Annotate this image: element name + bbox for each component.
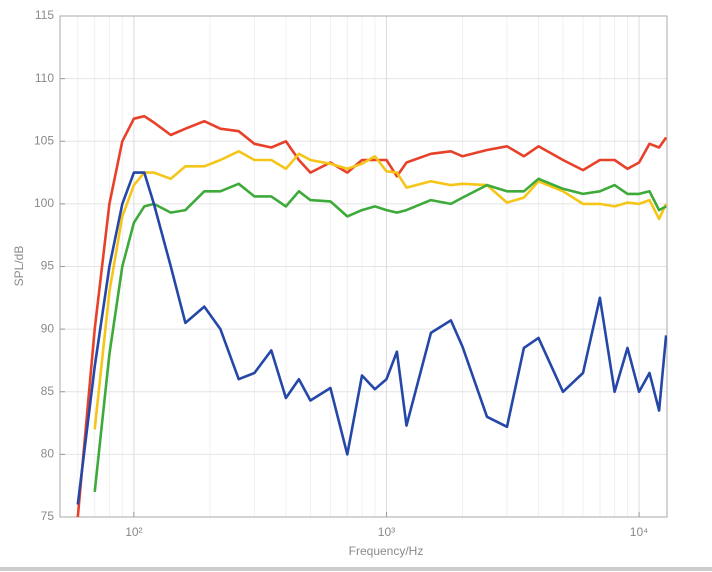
y-tick-label: 105 (34, 133, 54, 147)
series-line (93, 177, 667, 493)
y-tick-label: 100 (34, 196, 54, 210)
y-tick-label: 80 (41, 447, 55, 461)
x-tick-label: 10⁴ (630, 525, 649, 539)
y-tick-label: 95 (41, 259, 55, 273)
series-line (76, 171, 667, 505)
y-tick-label: 85 (41, 384, 55, 398)
plot-frame (59, 15, 668, 518)
series-line (93, 150, 667, 430)
y-tick-label: 90 (41, 321, 55, 335)
x-axis-label: Frequency/Hz (349, 544, 424, 558)
x-tick-label: 10² (125, 525, 142, 539)
y-tick-label: 110 (35, 71, 54, 85)
plot-lines (76, 114, 667, 517)
y-tick-label: 75 (41, 509, 55, 523)
x-tick-label: 10³ (378, 525, 395, 539)
y-axis-label: SPL/dB (12, 246, 26, 287)
y-tick-label: 115 (35, 8, 54, 22)
